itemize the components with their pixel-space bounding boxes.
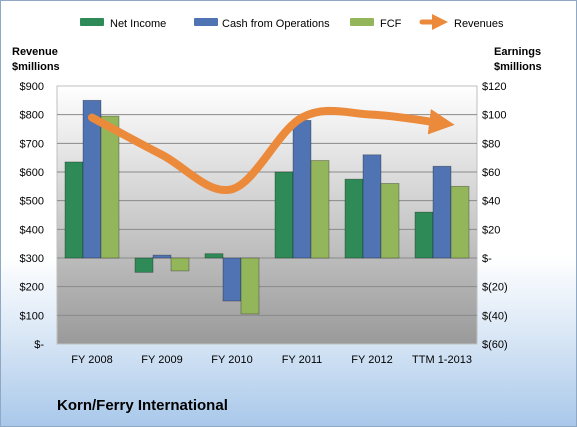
left-tick-label: $400: [20, 224, 44, 236]
bar-fcf: [450, 185, 470, 259]
legend-item-cash-from-operations[interactable]: Cash from Operations: [194, 18, 330, 30]
x-tick-label: FY 2010: [211, 354, 252, 366]
bar-cash-from-operations: [222, 257, 242, 302]
right-tick-label: $(20): [482, 282, 508, 294]
legend-item-revenues[interactable]: Revenues: [419, 13, 504, 31]
legend-swatch-net-income: [80, 18, 104, 26]
left-tick-label: $800: [20, 110, 44, 122]
bar-cash-from-operations: [362, 154, 382, 259]
bar-net-income: [204, 253, 224, 259]
legend-item-fcf[interactable]: FCF: [350, 18, 402, 30]
bar-fcf: [170, 257, 190, 272]
left-tick-label: $100: [20, 310, 44, 322]
right-tick-label: $(60): [482, 339, 508, 351]
left-axis-title: Revenue: [12, 46, 58, 58]
bar-net-income: [134, 257, 154, 273]
legend-label-fcf: FCF: [380, 18, 402, 30]
revenue-line-group: [88, 106, 455, 195]
x-tick-label: FY 2012: [351, 354, 392, 366]
plot-area: [56, 85, 478, 345]
right-axis-title: Earnings: [494, 46, 541, 58]
bar-cash-from-operations: [292, 120, 312, 259]
bar-fcf: [310, 160, 330, 259]
left-axis-ticks: $900 $800 $700 $600 $500 $400 $300 $200 $100 $-: [20, 81, 45, 351]
bars: [64, 99, 470, 315]
right-tick-label: $120: [482, 81, 506, 93]
left-tick-label: $700: [20, 138, 44, 150]
bar-cash-from-operations: [152, 254, 172, 259]
bar-net-income: [414, 211, 434, 259]
legend-label-cash-from-operations: Cash from Operations: [222, 18, 330, 30]
bar-net-income: [64, 161, 84, 259]
legend-item-net-income[interactable]: Net Income: [80, 18, 166, 30]
company-name: Korn/Ferry International: [57, 397, 228, 414]
bar-fcf: [100, 115, 120, 259]
legend-label-revenues: Revenues: [454, 18, 504, 30]
x-tick-label: FY 2011: [282, 354, 323, 366]
legend-label-net-income: Net Income: [110, 18, 166, 30]
right-tick-label: $(40): [482, 310, 508, 322]
right-axis-title-line2: $millions: [494, 61, 542, 73]
x-tick-label: FY 2009: [141, 354, 182, 366]
left-tick-label: $-: [34, 339, 44, 351]
bar-fcf: [240, 257, 260, 315]
right-tick-label: $80: [482, 138, 500, 150]
left-tick-label: $900: [20, 81, 44, 93]
right-tick-label: $-: [482, 253, 492, 265]
legend-swatch-fcf: [350, 18, 374, 26]
legend-swatch-cash-from-operations: [194, 18, 218, 26]
bar-cash-from-operations: [432, 165, 452, 259]
legend: Net Income Cash from Operations FCF Reve…: [80, 13, 504, 31]
left-tick-label: $600: [20, 167, 44, 179]
left-tick-label: $300: [20, 253, 44, 265]
bar-net-income: [344, 178, 364, 259]
right-axis-ticks: $120 $100 $80 $60 $40 $20 $- $(20) $(40) $(60): [482, 81, 508, 351]
x-tick-label: TTM 1-2013: [412, 354, 472, 366]
right-tick-label: $40: [482, 196, 500, 208]
revenue-line: [88, 106, 455, 195]
bar-fcf: [380, 183, 400, 259]
left-tick-label: $500: [20, 196, 44, 208]
left-tick-label: $200: [20, 282, 44, 294]
right-tick-label: $100: [482, 110, 506, 122]
left-axis-title-line2: $millions: [12, 61, 60, 73]
right-tick-label: $60: [482, 167, 500, 179]
x-tick-label: FY 2008: [71, 354, 112, 366]
right-tick-label: $20: [482, 224, 500, 236]
bar-net-income: [274, 171, 294, 259]
x-axis-ticks: FY 2008 FY 2009 FY 2010 FY 2011 FY 2012 TTM 1…: [71, 354, 472, 366]
